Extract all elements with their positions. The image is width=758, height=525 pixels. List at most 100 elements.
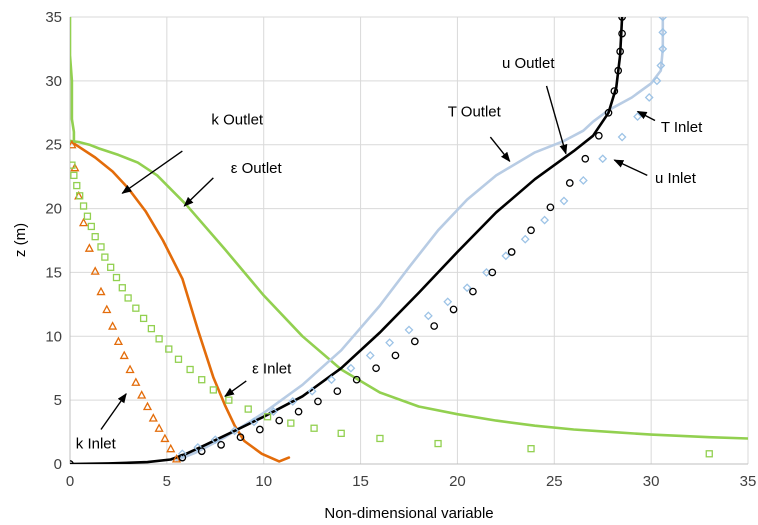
t-inlet-point bbox=[307, 386, 317, 396]
t-outlet-line bbox=[175, 17, 665, 462]
epsilon-inlet-point bbox=[147, 324, 156, 333]
t-inlet-point bbox=[520, 234, 530, 244]
t-inlet-point bbox=[578, 176, 588, 185]
y-tick-label: 20 bbox=[45, 201, 62, 218]
u-inlet-point bbox=[333, 387, 342, 396]
epsilon-inlet-point bbox=[132, 304, 140, 312]
t-inlet-point bbox=[501, 251, 511, 261]
epsilon-inlet-point bbox=[112, 273, 121, 282]
t-inlet-point bbox=[443, 297, 453, 307]
k-inlet-point bbox=[84, 243, 94, 252]
u-inlet-point bbox=[507, 248, 516, 256]
t-inlet-point bbox=[193, 442, 203, 452]
epsilon-inlet-point bbox=[287, 419, 295, 427]
t-inlet-point bbox=[385, 338, 395, 348]
t-inlet-point bbox=[249, 417, 259, 427]
k-inlet-point bbox=[166, 443, 176, 453]
t-inlet-point bbox=[365, 351, 375, 360]
epsilon-outlet-label: ε Outlet bbox=[231, 160, 283, 177]
t-inlet-point bbox=[210, 435, 220, 445]
y-axis-title: z (m) bbox=[12, 223, 29, 257]
epsilon-inlet-label: ε Inlet bbox=[252, 360, 292, 377]
epsilon-inlet-point bbox=[73, 181, 81, 190]
u-inlet-point bbox=[275, 416, 284, 425]
x-tick-label: 20 bbox=[449, 473, 466, 490]
t-inlet-point bbox=[658, 27, 668, 37]
k-outlet-line bbox=[70, 140, 291, 463]
u-inlet-point bbox=[294, 407, 303, 416]
u-inlet-point bbox=[178, 453, 187, 462]
t-outlet-label: T Outlet bbox=[448, 104, 502, 121]
t-inlet-point bbox=[230, 426, 240, 436]
axes: 0 5 10 15 20 25 30 35 0 5 10 15 20 25 30 35 bbox=[45, 9, 756, 490]
k-inlet-arrow bbox=[100, 392, 127, 430]
epsilon-inlet-point bbox=[83, 212, 92, 220]
u-inlet-label: u Inlet bbox=[655, 170, 697, 187]
u-inlet-point bbox=[565, 179, 574, 187]
y-tick-label: 30 bbox=[45, 73, 62, 90]
t-inlet-point bbox=[268, 407, 278, 417]
epsilon-outlet-arrow bbox=[183, 177, 214, 207]
epsilon-inlet-point bbox=[225, 396, 233, 404]
t-inlet-point bbox=[617, 132, 627, 142]
x-tick-label: 30 bbox=[643, 473, 660, 490]
epsilon-inlet-point bbox=[527, 445, 535, 453]
u-inlet-point bbox=[594, 131, 603, 140]
epsilon-inlet-point bbox=[263, 413, 272, 421]
epsilon-inlet-point bbox=[91, 233, 99, 241]
u-inlet-point bbox=[469, 287, 477, 296]
u-inlet-point bbox=[236, 433, 245, 442]
k-inlet-point bbox=[142, 401, 153, 411]
k-outlet-label: k Outlet bbox=[211, 111, 264, 128]
k-inlet-point bbox=[131, 377, 141, 386]
u-inlet-point bbox=[372, 364, 380, 373]
epsilon-inlet-point bbox=[70, 161, 76, 169]
epsilon-inlet-point bbox=[209, 386, 217, 394]
annotation-layer: k Outlet ε Outlet T Outlet u Outlet T Inlet u… bbox=[76, 55, 703, 453]
k-inlet-point bbox=[70, 139, 77, 149]
k-inlet-point bbox=[70, 162, 80, 172]
t-inlet-point bbox=[658, 17, 668, 22]
y-tick-label: 15 bbox=[45, 264, 62, 281]
u-inlet-point bbox=[618, 17, 626, 21]
epsilon-inlet-point bbox=[310, 424, 318, 432]
x-tick-label: 10 bbox=[255, 473, 272, 490]
epsilon-inlet-point bbox=[76, 192, 84, 200]
u-inlet-point bbox=[610, 87, 619, 95]
u-inlet-point bbox=[391, 351, 400, 360]
t-inlet-point bbox=[598, 154, 608, 164]
u-inlet-point bbox=[70, 460, 74, 464]
epsilon-outlet-line bbox=[70, 139, 748, 440]
k-inlet-point bbox=[137, 390, 147, 399]
u-inlet-point bbox=[527, 226, 535, 235]
k-inlet-point bbox=[160, 433, 170, 443]
epsilon-inlet-point bbox=[87, 222, 95, 231]
t-inlet-point bbox=[540, 215, 550, 225]
y-tick-label: 0 bbox=[54, 456, 62, 473]
t-inlet-label: T Inlet bbox=[661, 119, 703, 136]
u-inlet-point bbox=[616, 47, 624, 56]
k-inlet-point bbox=[148, 413, 158, 422]
k-inlet-point bbox=[96, 286, 106, 296]
epsilon-inlet-point bbox=[244, 405, 252, 413]
epsilon-inlet-point bbox=[198, 376, 206, 384]
k-inlet-point bbox=[90, 266, 100, 275]
u-inlet-point bbox=[352, 375, 361, 384]
u-inlet-arrow bbox=[613, 159, 648, 177]
u-inlet-point bbox=[618, 29, 626, 38]
k-inlet-point bbox=[78, 217, 89, 227]
u-inlet-point bbox=[604, 108, 613, 117]
epsilon-inlet-point bbox=[70, 171, 78, 180]
k-outlet-arrow bbox=[121, 150, 183, 194]
t-outlet-arrow bbox=[489, 136, 511, 163]
u-inlet-point bbox=[430, 322, 439, 330]
t-inlet-point bbox=[423, 311, 433, 321]
k-inlet-point bbox=[171, 454, 182, 463]
t-inlet-point bbox=[404, 325, 414, 335]
u-inlet-point bbox=[217, 440, 225, 449]
u-inlet-point bbox=[197, 447, 206, 456]
epsilon-inlet-point bbox=[124, 294, 132, 302]
epsilon-inlet-point bbox=[174, 355, 183, 363]
